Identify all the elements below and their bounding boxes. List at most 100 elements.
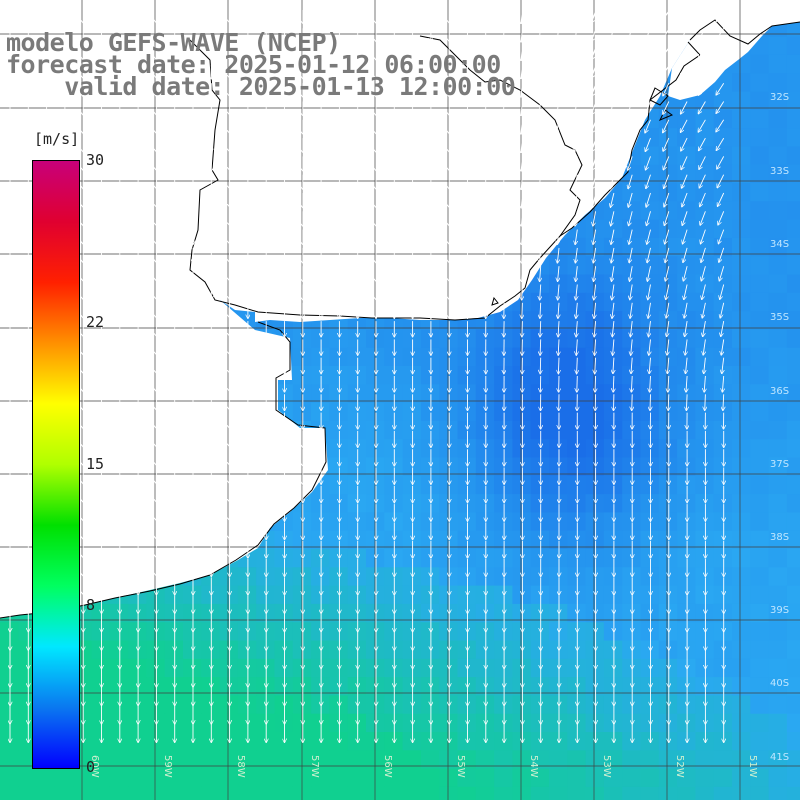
- wind-cell: [311, 622, 330, 642]
- wind-arrow: [686, 375, 687, 392]
- wind-arrow: [610, 156, 615, 170]
- wind-arrow: [648, 302, 651, 318]
- wind-cell: [91, 786, 111, 800]
- wind-cell: [384, 640, 404, 660]
- wind-cell: [768, 311, 788, 330]
- wind-cell: [475, 402, 495, 422]
- wind-cell: [256, 658, 276, 678]
- wind-cell: [786, 128, 800, 147]
- wind-arrow: [613, 339, 614, 355]
- wind-cell: [713, 457, 733, 477]
- wind-arrow: [668, 375, 669, 392]
- wind-arrow: [610, 119, 615, 133]
- wind-cell: [658, 713, 678, 733]
- wind-arrow: [593, 192, 597, 207]
- wind-arrow: [576, 266, 578, 281]
- wind-cell: [640, 292, 660, 312]
- wind-cell: [732, 439, 751, 459]
- wind-arrow: [576, 284, 578, 300]
- wind-cell: [750, 585, 770, 605]
- wind-arrow: [666, 302, 670, 318]
- wind-arrow: [649, 321, 651, 336]
- wind-cell: [695, 439, 715, 459]
- wind-cell: [786, 768, 800, 788]
- wind-arrow: [592, 101, 597, 115]
- wind-cell: [713, 732, 733, 751]
- wind-cell: [347, 457, 367, 477]
- wind-cell: [750, 713, 770, 733]
- wind-arrow: [575, 192, 578, 207]
- wind-cell: [183, 585, 202, 605]
- wind-cell: [677, 750, 696, 770]
- wind-cell: [622, 658, 642, 678]
- wind-cell: [311, 549, 330, 568]
- wind-arrow: [663, 119, 670, 133]
- wind-arrow: [721, 321, 725, 336]
- wind-cell: [384, 658, 404, 678]
- wind-cell: [786, 164, 800, 184]
- wind-cell: [183, 713, 202, 733]
- wind-cell: [658, 475, 678, 495]
- wind-cell: [567, 457, 587, 477]
- wind-arrow: [539, 46, 541, 60]
- wind-cell: [164, 786, 184, 800]
- wind-cell: [713, 786, 733, 800]
- wind-arrow: [503, 9, 504, 23]
- wind-cell: [677, 640, 696, 660]
- wind-cell: [494, 567, 513, 587]
- wind-cell: [475, 658, 495, 678]
- wind-cell: [91, 622, 111, 642]
- wind-arrow: [719, 229, 725, 244]
- wind-cell: [183, 786, 202, 800]
- wind-arrow: [663, 83, 670, 95]
- wind-cell: [585, 768, 605, 788]
- wind-cell: [237, 713, 257, 733]
- wind-cell: [658, 622, 678, 642]
- wind-arrow: [717, 46, 725, 58]
- wind-cell: [494, 329, 513, 349]
- wind-cell: [329, 768, 349, 788]
- wind-cell: [164, 732, 184, 751]
- wind-cell: [567, 494, 587, 513]
- wind-cell: [91, 695, 111, 715]
- wind-cell: [366, 366, 385, 385]
- wind-cell: [603, 420, 623, 440]
- wind-cell: [201, 750, 221, 770]
- wind-cell: [732, 603, 751, 623]
- wind-arrow: [574, 46, 578, 60]
- wind-cell: [603, 475, 623, 495]
- wind-cell: [567, 366, 587, 385]
- wind-cell: [603, 237, 623, 257]
- wind-cell: [530, 475, 550, 495]
- wind-cell: [713, 695, 733, 715]
- wind-cell: [732, 292, 751, 312]
- wind-arrow: [683, 266, 688, 281]
- wind-cell: [750, 402, 770, 422]
- wind-cell: [164, 622, 184, 642]
- wind-cell: [603, 201, 623, 221]
- wind-cell: [677, 292, 696, 312]
- wind-cell: [512, 420, 532, 440]
- wind-cell: [786, 36, 800, 56]
- wind-cell: [732, 512, 751, 532]
- wind-arrow: [539, 156, 541, 170]
- wind-arrow: [647, 229, 651, 244]
- wind-cell: [732, 219, 751, 239]
- wind-cell: [457, 494, 477, 513]
- wind-cell: [274, 585, 294, 605]
- wind-cell: [494, 786, 513, 800]
- wind-cell: [457, 695, 477, 715]
- longitude-label: 59W: [162, 755, 173, 778]
- wind-cell: [439, 475, 459, 495]
- wind-arrow: [686, 394, 687, 410]
- wind-cell: [585, 439, 605, 459]
- wind-cell: [439, 512, 459, 532]
- wind-arrow: [681, 156, 688, 169]
- wind-cell: [713, 658, 733, 678]
- wind-arrow: [610, 101, 615, 115]
- wind-cell: [768, 274, 788, 294]
- wind-arrow: [539, 119, 541, 134]
- wind-cell: [420, 750, 440, 770]
- wind-arrow: [611, 211, 615, 225]
- wind-cell: [658, 146, 678, 166]
